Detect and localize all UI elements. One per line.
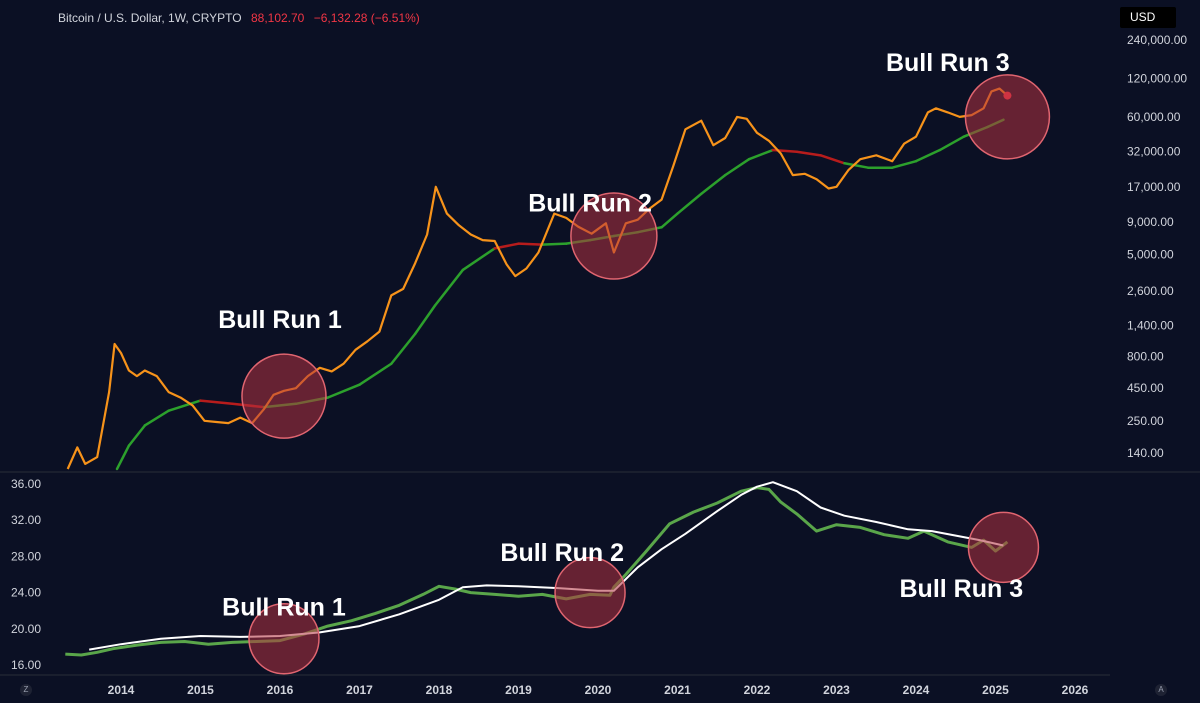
upper-ma-segment xyxy=(541,242,568,246)
upper-y-tick-label: 17,000.00 xyxy=(1127,180,1181,194)
x-tick-label: 2016 xyxy=(267,683,294,697)
upper-ma-segment xyxy=(700,173,727,196)
lower-annotation-label: Bull Run 3 xyxy=(900,575,1024,603)
upper-y-tick-label: 240,000.00 xyxy=(1127,33,1187,47)
upper-ma-segment xyxy=(747,148,775,161)
upper-y-tick-label: 800.00 xyxy=(1127,349,1164,363)
lower-y-tick-label: 16.00 xyxy=(11,658,41,672)
x-tick-label: 2025 xyxy=(982,683,1009,697)
upper-ma-segment xyxy=(433,268,465,307)
lower-highlight-circle xyxy=(248,603,320,675)
upper-highlight-circle xyxy=(570,192,658,280)
upper-ma-segment xyxy=(914,148,942,163)
x-tick-label: 2017 xyxy=(346,683,373,697)
upper-ma-segment xyxy=(890,159,918,169)
x-tick-label: 2018 xyxy=(426,683,453,697)
upper-y-tick-label: 60,000.00 xyxy=(1127,110,1181,124)
upper-ma-segment xyxy=(127,424,147,447)
upper-ma-segment xyxy=(461,247,496,272)
x-tick-label: 2020 xyxy=(585,683,612,697)
x-tick-label: 2015 xyxy=(187,683,214,697)
upper-ma-segment xyxy=(167,399,202,412)
upper-ma-segment xyxy=(390,332,417,365)
lower-highlight-circle xyxy=(554,556,626,629)
price-change: −6,132.28 (−6.51%) xyxy=(313,11,420,25)
lower-y-tick-label: 36.00 xyxy=(11,477,41,491)
upper-annotation-label: Bull Run 3 xyxy=(886,49,1010,77)
upper-ma-segment xyxy=(115,444,131,471)
upper-ma-segment xyxy=(517,242,544,246)
lower-annotation-label: Bull Run 2 xyxy=(500,539,624,567)
x-tick-label: 2021 xyxy=(664,683,691,697)
chart-header: Bitcoin / U.S. Dollar, 1W, CRYPTO 88,102… xyxy=(58,11,420,25)
upper-ma-segment xyxy=(723,157,751,177)
last-price: 88,102.70 xyxy=(250,11,305,25)
upper-ma-segment xyxy=(938,135,965,152)
price-line xyxy=(66,87,1009,470)
upper-y-tick-label: 450.00 xyxy=(1127,381,1164,395)
currency-button[interactable]: USD xyxy=(1120,7,1176,28)
x-tick-label: 2026 xyxy=(1062,683,1089,697)
lower-y-tick-label: 32.00 xyxy=(11,513,41,527)
upper-ma-segment xyxy=(199,399,234,406)
upper-y-tick-label: 2,600.00 xyxy=(1127,284,1174,298)
timezone-icon[interactable]: Z xyxy=(20,684,32,696)
upper-annotation-label: Bull Run 2 xyxy=(528,190,652,218)
lower-annotation-label: Bull Run 1 xyxy=(222,593,346,621)
x-tick-label: 2014 xyxy=(108,683,135,697)
x-tick-label: 2024 xyxy=(903,683,930,697)
lower-y-tick-label: 28.00 xyxy=(11,549,41,563)
lower-y-tick-label: 24.00 xyxy=(11,586,41,600)
lower-highlight-circle xyxy=(967,511,1040,584)
upper-y-tick-label: 140.00 xyxy=(1127,446,1164,460)
upper-ma-segment xyxy=(413,304,437,336)
x-tick-label: 2023 xyxy=(823,683,850,697)
upper-ma-segment xyxy=(819,154,846,165)
x-tick-label: 2019 xyxy=(505,683,532,697)
upper-highlight-circle xyxy=(241,353,327,439)
x-tick-label: 2022 xyxy=(744,683,771,697)
upper-ma-segment xyxy=(843,162,870,169)
auto-scale-icon[interactable]: A xyxy=(1155,684,1167,696)
upper-ma-segment xyxy=(358,362,393,386)
upper-ma-segment xyxy=(660,212,679,229)
upper-ma-segment xyxy=(143,409,170,427)
lower-y-tick-label: 20.00 xyxy=(11,622,41,636)
upper-highlight-circle xyxy=(964,74,1051,160)
upper-ma-segment xyxy=(795,150,822,157)
upper-ma-segment xyxy=(676,192,703,215)
upper-y-tick-label: 32,000.00 xyxy=(1127,145,1181,159)
upper-y-tick-label: 120,000.00 xyxy=(1127,71,1187,85)
upper-ma-segment xyxy=(326,383,361,399)
symbol-title: Bitcoin / U.S. Dollar, 1W, CRYPTO xyxy=(58,11,242,25)
upper-y-tick-label: 5,000.00 xyxy=(1127,248,1174,262)
upper-y-tick-label: 9,000.00 xyxy=(1127,215,1174,229)
upper-annotation-label: Bull Run 1 xyxy=(218,306,342,334)
upper-y-tick-label: 250.00 xyxy=(1127,414,1164,428)
upper-y-tick-label: 1,400.00 xyxy=(1127,318,1174,332)
